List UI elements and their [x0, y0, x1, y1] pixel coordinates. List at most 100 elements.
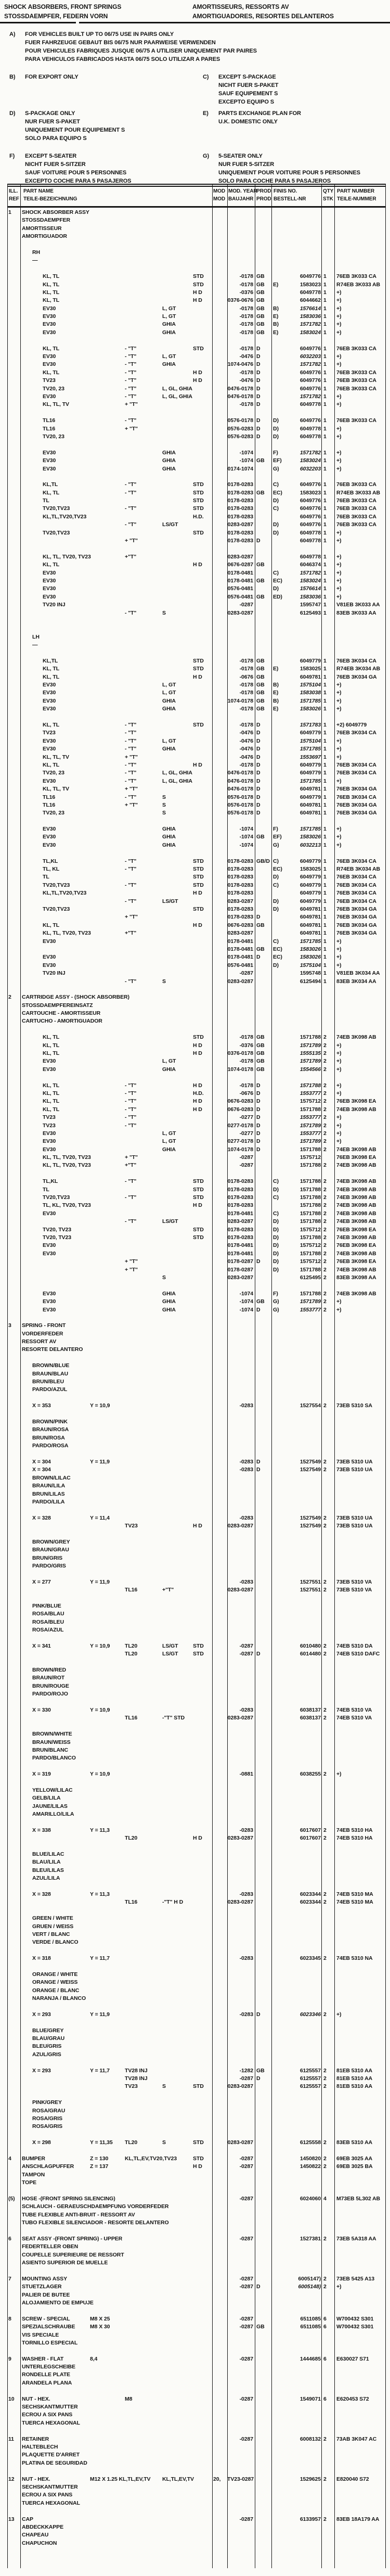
trim-cell: L, GL, GHIA	[162, 393, 192, 400]
model-year-cell: -0277	[239, 1114, 253, 1121]
model-year-cell: -0178	[239, 321, 253, 328]
ill-ref-cell: 4	[8, 2155, 11, 2162]
finis-no-cell: 6049776	[300, 273, 321, 280]
part-number-cell: R74EB 3K033 AB	[336, 489, 380, 496]
qty-cell: 1	[323, 970, 327, 977]
footnote-c: C) EXCEPT S-PACKAGE NICHT FUER S-PAKET SAUF…	[203, 73, 278, 106]
page-title-de: STOSSDAEMPFER, FEDERN VORN	[4, 12, 108, 20]
trim-cell: S	[162, 810, 166, 817]
part-name-cell: ARANDELA PLANA	[22, 2379, 72, 2386]
part-name-cell: COUPELLE SUPERIEURE DE RESSORT	[22, 2251, 124, 2258]
part-name-cell: ALOJAMIENTO DE EMPUJE	[22, 2299, 94, 2306]
qty-cell: 1	[323, 361, 327, 368]
finis-no-cell: 1571788	[300, 1234, 321, 1241]
model-year-cell: 0178-0481	[227, 938, 253, 945]
table-row: TV20,TV23 - "T" STD 0178-0283 C) 1571788 2 74EB…	[0, 1194, 390, 1202]
spec-cell: H D	[193, 1523, 202, 1529]
prod-cell: GB/D	[256, 858, 270, 864]
variant-cell: - "T"	[125, 609, 137, 616]
part-number-cell: +)	[336, 321, 342, 328]
qty-cell: 1	[323, 874, 327, 881]
part-name-cell: TV20,TV23	[43, 882, 70, 888]
part-name-cell: ABDECKKAPPE	[22, 2523, 63, 2530]
note-ref-cell: D)	[273, 585, 279, 592]
table-row: TUBO FLEXIBLE SILENCIADOR - RESORTE DELA…	[0, 2220, 390, 2227]
col-header-part-number: PART NUMBER	[337, 188, 375, 194]
part-number-cell: 76EB 3K033 CA	[336, 521, 376, 528]
table-row: KL, TL - "T" H D -0178 D 1571788 2 +)	[0, 1082, 390, 1090]
qty-cell: 1	[323, 770, 327, 776]
spacer-row	[0, 1074, 390, 1082]
table-row: TL, KL - "T" STD 0178-0283 EC) 1583025 1 R74EB …	[0, 866, 390, 874]
qty-cell: 6	[323, 2324, 327, 2330]
model-year-cell: -0283	[239, 1514, 253, 1521]
part-number-cell: 74EB 3K098 AB	[336, 1266, 376, 1273]
part-number-cell: 76EB 3K033 CA	[336, 345, 376, 352]
part-name-cell: EV30	[43, 353, 56, 360]
part-number-cell: +)	[336, 553, 342, 560]
part-name-cell: PARDO/LILA	[32, 1498, 65, 1505]
part-number-cell: +)	[336, 425, 342, 432]
finis-no-cell: 1553697	[300, 754, 321, 760]
spec-cell: STD	[193, 858, 204, 864]
finis-no-cell: 6049779	[300, 657, 321, 664]
finis-no-cell: 1571788	[300, 1178, 321, 1185]
part-name-cell: KL, TL	[43, 281, 60, 288]
part-name-cell: PINK/GREY	[32, 2099, 62, 2106]
note-ref-cell: EC)	[273, 866, 282, 873]
spacer-row	[0, 1947, 390, 1955]
variant-cell: +"T"	[125, 1162, 137, 1169]
qty-cell: 1	[323, 978, 327, 985]
part-name-cell: BLEU/GRIS	[32, 2043, 62, 2050]
part-name-cell: BROWN/PINK	[32, 1418, 68, 1425]
part-name-cell: KL, TL	[43, 1042, 60, 1049]
qty-cell: 2	[323, 1835, 327, 1842]
trim-cell: LS/GT	[162, 1218, 178, 1225]
qty-cell: 2	[323, 1290, 327, 1297]
trim-cell: GHIA	[162, 457, 176, 464]
qty-cell: 1	[323, 706, 327, 712]
trim-cell: LS/GT	[162, 521, 178, 528]
table-row: BLEU/GRIS	[0, 2043, 390, 2051]
part-name-cell: EV30	[43, 457, 56, 464]
trim-cell: GHIA	[162, 746, 176, 753]
part-name-cell: SECHSKANTMUTTER	[22, 2404, 78, 2411]
finis-no-cell: 6010480	[300, 1642, 321, 1649]
table-row: EV30 L, GT -0178 GB E) 1583038 1 +)	[0, 690, 390, 697]
spec-cell: H D	[193, 922, 202, 928]
footnote-label: B)	[9, 74, 16, 80]
part-name-cell: KL, TL	[43, 666, 60, 672]
table-row: ROSA/GRIS	[0, 2123, 390, 2131]
qty-cell: 1	[323, 297, 327, 304]
trim-cell: GHIA	[162, 1066, 176, 1073]
part-name-cell: CHAPEAU	[22, 2532, 49, 2539]
finis-no-cell: 6049779	[300, 882, 321, 888]
part-number-cell: +)	[336, 569, 342, 576]
qty-cell: 1	[323, 457, 327, 464]
table-row: PARDO/AZUL	[0, 1386, 390, 1394]
model-year-cell: 0576-0178	[227, 417, 253, 424]
spacer-row	[0, 2468, 390, 2476]
part-name-cell: —	[32, 642, 38, 648]
prod-cell: D	[256, 369, 261, 376]
table-row: CARTUCHO - AMORTIGUADOR	[0, 1018, 390, 1026]
qty-cell: 1	[323, 858, 327, 864]
qty-cell: 1	[323, 866, 327, 873]
qty-cell: 1	[323, 810, 327, 817]
note-ref-cell: F)	[273, 449, 278, 456]
qty-cell: 2	[323, 1058, 327, 1065]
note-ref-cell: D)	[273, 1234, 279, 1241]
part-name-cell: KL, TL	[43, 562, 60, 568]
col-header-finis-no: BESTELL-NR	[274, 196, 306, 202]
qty-cell: 1	[323, 577, 327, 584]
finis-no-cell: 6125558	[300, 2139, 321, 2146]
qty-cell: 1	[323, 834, 327, 840]
part-number-cell: +)	[336, 1130, 342, 1137]
part-number-cell: 69EB 3025 AA	[336, 2155, 373, 2162]
part-number-cell: 76EB 3K034 CA	[336, 874, 376, 881]
qty-cell: 1	[323, 425, 327, 432]
spacer-row	[0, 2388, 390, 2395]
table-row: - "T" LS/GT 0283-0287 D) 6049776 1 76EB 3K033 …	[0, 521, 390, 529]
qty-cell: 1	[323, 946, 327, 952]
model-year-cell: 0178-0481	[227, 1242, 253, 1249]
